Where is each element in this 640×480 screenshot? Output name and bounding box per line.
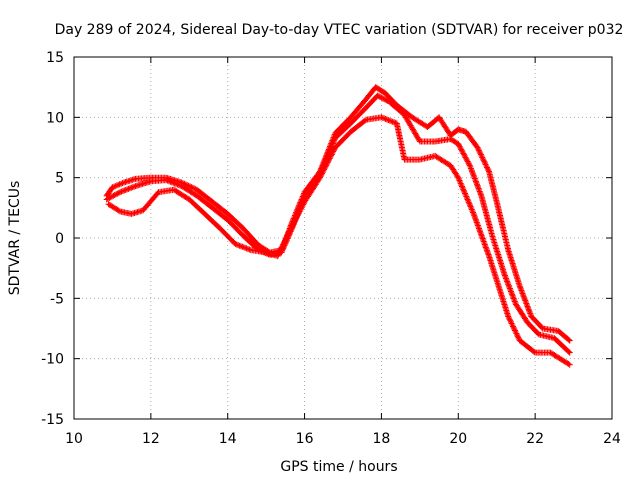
x-tick-label: 12 <box>142 431 160 447</box>
x-tick-label: 14 <box>219 431 237 447</box>
y-tick-label: -10 <box>41 352 64 368</box>
data-point-markers <box>105 114 573 368</box>
grid-lines <box>74 57 612 419</box>
data-points <box>103 84 573 368</box>
x-tick-label: 24 <box>603 431 621 447</box>
x-tick-label: 22 <box>526 431 544 447</box>
chart-title: Day 289 of 2024, Sidereal Day-to-day VTE… <box>55 22 624 38</box>
y-tick-label: 0 <box>55 231 64 247</box>
x-tick-label: 20 <box>449 431 467 447</box>
x-axis-label: GPS time / hours <box>280 459 397 475</box>
y-tick-label: -5 <box>50 291 64 307</box>
y-tick-label: 5 <box>55 171 64 187</box>
series-band-3 <box>105 114 573 368</box>
axes: 10 12 14 16 18 20 22 24 -15 -10 -5 0 5 10 15 <box>41 50 621 447</box>
y-tick-label: 15 <box>46 50 64 66</box>
y-tick-label: 10 <box>46 110 64 126</box>
x-tick-label: 16 <box>296 431 314 447</box>
x-tick-label: 18 <box>373 431 391 447</box>
y-tick-label: -15 <box>41 412 64 428</box>
x-tick-label: 10 <box>65 431 83 447</box>
y-axis-label: SDTVAR / TECUs <box>7 181 23 296</box>
